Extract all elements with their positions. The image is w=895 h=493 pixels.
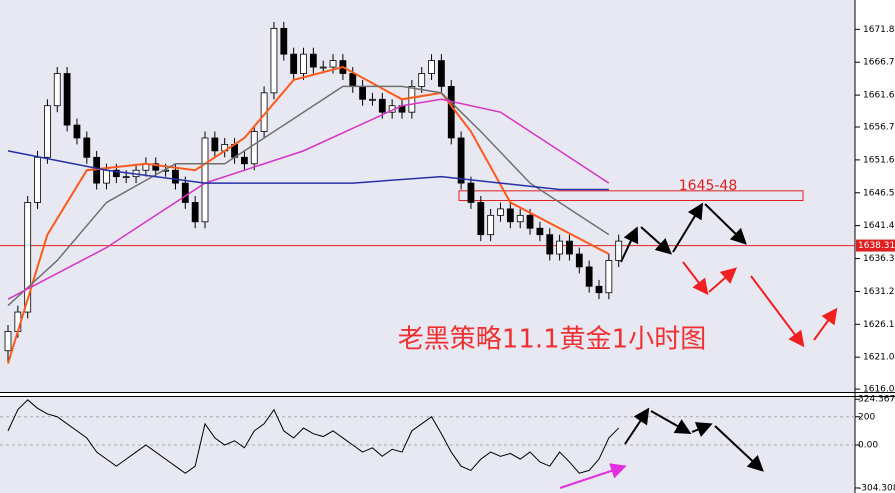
candle-body — [103, 169, 110, 184]
candle-body — [83, 137, 91, 158]
zone — [458, 190, 804, 202]
candle-body — [526, 214, 534, 229]
candle-body — [497, 208, 504, 216]
price-panel — [0, 0, 855, 392]
moving-average — [7, 85, 610, 307]
candle-body — [63, 73, 71, 126]
candle-body — [240, 156, 248, 165]
candle-body — [24, 202, 32, 313]
y-tick-label: 1661.65 — [863, 91, 895, 101]
candle-body — [477, 202, 485, 236]
y-tick-label: 200 — [858, 412, 875, 422]
candle-body — [181, 182, 189, 203]
candle-body — [595, 285, 603, 294]
candle-body — [428, 60, 435, 74]
candle-body — [329, 60, 337, 68]
candle-body — [319, 66, 327, 69]
arrow — [672, 202, 704, 253]
arrow — [559, 463, 627, 489]
candle-body — [112, 169, 120, 178]
candle-body — [516, 214, 524, 223]
moving-average — [7, 98, 610, 300]
candle-body — [4, 330, 12, 352]
candle-body — [556, 240, 563, 255]
y-tick-label: 1631.20 — [863, 287, 895, 297]
candle-body — [575, 253, 583, 268]
candle-body — [487, 214, 495, 236]
candle-body — [270, 27, 278, 94]
candle-body — [585, 266, 593, 287]
arrow — [704, 203, 747, 245]
y-tick-label: 1646.50 — [863, 188, 895, 198]
candle-body — [53, 73, 61, 107]
candle-body — [300, 53, 307, 74]
arrow — [682, 261, 709, 296]
y-tick-label: -304.308 — [858, 483, 895, 493]
arrow — [640, 226, 672, 255]
candle-body — [250, 131, 258, 165]
candle-body — [369, 98, 376, 101]
candle-body — [44, 105, 51, 158]
candle-body — [201, 137, 209, 223]
candle-body — [457, 137, 465, 184]
y-tick-label: 324.367 — [858, 395, 895, 405]
candle-body — [615, 240, 623, 261]
y-tick-label: 1616.05 — [863, 385, 895, 395]
candle-body — [418, 73, 426, 87]
arrow — [650, 410, 692, 434]
y-tick-label: 1651.60 — [863, 155, 895, 165]
candle-body — [191, 202, 199, 223]
candle-body — [408, 85, 416, 113]
candle-body — [536, 227, 544, 236]
moving-average — [7, 150, 609, 191]
y-tick-label: 0.00 — [858, 441, 878, 451]
arrow — [691, 422, 713, 437]
arrow — [750, 275, 805, 348]
last-price-box — [856, 239, 895, 252]
candle-body — [447, 85, 455, 139]
y-tick-label: 1626.10 — [863, 320, 895, 330]
arrow — [624, 407, 650, 445]
candle-body — [378, 98, 386, 113]
arrow — [714, 425, 764, 472]
forecast-arrows — [559, 202, 838, 489]
candle-body — [34, 156, 41, 203]
y-tick-label: 1666.75 — [863, 58, 895, 68]
candle-body — [73, 124, 81, 139]
oscillator-line — [7, 399, 620, 474]
candle-body — [546, 234, 554, 255]
candle-body — [122, 176, 130, 179]
y-tick-label: 1656.70 — [863, 123, 895, 133]
y-tick-label: 1621.00 — [863, 353, 895, 363]
candle-body — [359, 85, 367, 100]
zone-label: 1645-48 — [679, 178, 738, 194]
arrow — [620, 226, 639, 263]
y-tick-label: 1636.30 — [863, 254, 895, 264]
annotation: 老黑策略11.1黄金1小时图 — [398, 325, 706, 355]
moving-average — [7, 65, 610, 364]
candle-body — [349, 73, 357, 87]
candle-body — [290, 53, 298, 74]
arrow — [813, 307, 838, 341]
candle-body — [280, 27, 288, 55]
candle-body — [566, 240, 573, 255]
candle-body — [211, 137, 219, 152]
y-tick-label: 1641.40 — [863, 221, 895, 231]
candle-body — [437, 60, 445, 87]
candle-body — [152, 163, 160, 171]
candle-body — [467, 182, 475, 203]
candle-body — [506, 208, 514, 223]
y-tick-label: 1671.85 — [863, 25, 895, 35]
candle-body — [309, 53, 317, 68]
candle-body — [172, 169, 179, 184]
candle-body — [605, 260, 613, 294]
last-price-label: 1638.31 — [858, 241, 895, 251]
arrow — [708, 267, 738, 293]
